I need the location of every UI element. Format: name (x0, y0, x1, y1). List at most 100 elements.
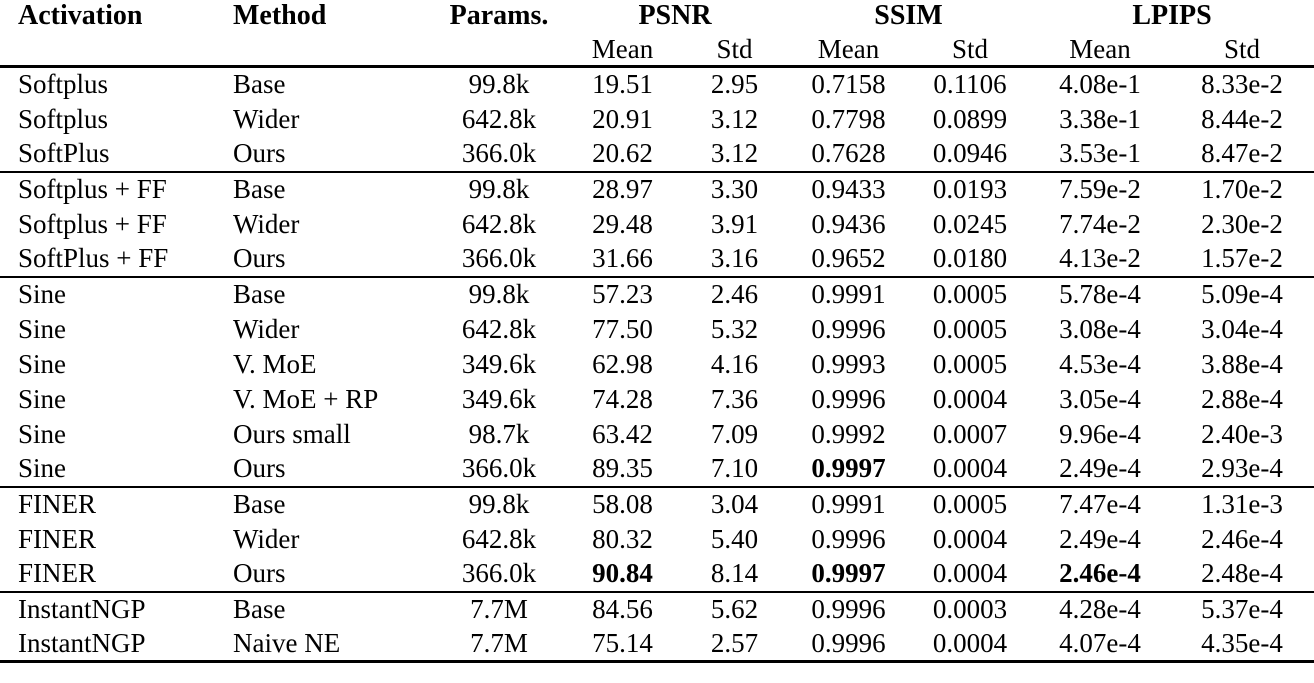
cell-ssim-std: 0.0004 (910, 626, 1030, 663)
cell-activation: Softplus (0, 65, 215, 102)
cell-params: 99.8k (435, 275, 563, 312)
cell-ssim-std: 0.0007 (932, 418, 1008, 449)
column-header-psnr-mean: Mean (591, 34, 654, 64)
cell-lpips-std: 3.04e-4 (1201, 313, 1283, 344)
cell-psnr-std: 3.04 (682, 485, 787, 522)
cell-lpips-mean: 3.08e-4 (1059, 313, 1141, 344)
row-group: InstantNGP Base 7.7M 84.56 5.62 0.9996 0.0003 4… (0, 590, 1314, 663)
cell-lpips-std: 2.30e-2 (1201, 208, 1283, 239)
table-row: Sine Ours small 98.7k 63.42 7.09 0.9992 0.0007… (0, 417, 1314, 452)
table-row: Sine V. MoE + RP 349.6k 74.28 7.36 0.9996 0.00… (0, 382, 1314, 417)
cell-lpips-std: 1.31e-3 (1170, 485, 1314, 522)
cell-lpips-mean: 3.38e-1 (1059, 103, 1141, 134)
column-header-psnr-std: Std (716, 34, 753, 64)
table-row: Sine Base 99.8k 57.23 2.46 0.9991 0.0005 5.78e-… (0, 275, 1314, 312)
cell-psnr-mean: 19.51 (563, 65, 682, 102)
table-row: Sine V. MoE 349.6k 62.98 4.16 0.9993 0.0005 4.5… (0, 347, 1314, 382)
cell-activation: Softplus + FF (18, 208, 167, 239)
cell-lpips-std: 1.57e-2 (1201, 243, 1283, 273)
cell-lpips-std: 5.09e-4 (1170, 275, 1314, 312)
column-group-lpips: LPIPS (1132, 0, 1212, 31)
cell-psnr-std: 2.95 (682, 65, 787, 102)
cell-psnr-std: 3.91 (710, 208, 759, 239)
cell-lpips-std: 8.44e-2 (1201, 103, 1283, 134)
cell-ssim-mean: 0.7158 (787, 65, 910, 102)
cell-activation: FINER (18, 523, 97, 554)
cell-lpips-mean: 7.47e-4 (1030, 485, 1170, 522)
cell-ssim-mean: 0.9433 (787, 170, 910, 207)
cell-ssim-mean: 0.9996 (811, 383, 886, 414)
cell-activation: FINER (18, 558, 97, 588)
cell-ssim-std: 0.0245 (932, 208, 1008, 239)
cell-ssim-mean: 0.9996 (787, 590, 910, 627)
cell-psnr-mean: 20.91 (592, 103, 653, 134)
table-row: SoftPlus Ours 366.0k 20.62 3.12 0.7628 0.0946 3… (0, 137, 1314, 172)
cell-lpips-std: 4.35e-4 (1170, 626, 1314, 663)
column-header-ssim-std: Std (951, 34, 989, 64)
cell-params: 7.7M (435, 626, 563, 663)
cell-ssim-std: 0.0004 (932, 523, 1008, 554)
column-header-activation: Activation (18, 0, 143, 31)
row-group: Softplus Base 99.8k 19.51 2.95 0.7158 0.1106 4.… (0, 65, 1314, 172)
cell-ssim-std: 0.0003 (910, 590, 1030, 627)
cell-psnr-std: 2.46 (682, 275, 787, 312)
cell-lpips-std: 2.88e-4 (1201, 383, 1283, 414)
cell-method: Base (215, 275, 435, 312)
column-header-method: Method (233, 0, 327, 31)
cell-params: 642.8k (461, 103, 537, 134)
cell-activation: Sine (18, 348, 67, 379)
column-header-lpips-mean: Mean (1069, 34, 1131, 64)
cell-lpips-mean: 9.96e-4 (1059, 418, 1141, 449)
cell-params: 98.7k (468, 418, 530, 449)
column-header-ssim-mean: Mean (817, 34, 880, 64)
cell-lpips-mean: 4.28e-4 (1030, 590, 1170, 627)
cell-lpips-mean: 4.08e-1 (1030, 65, 1170, 102)
table-row: Softplus Wider 642.8k 20.91 3.12 0.7798 0.0899… (0, 102, 1314, 137)
row-group: FINER Base 99.8k 58.08 3.04 0.9991 0.0005 7.47e… (0, 485, 1314, 592)
cell-ssim-std: 0.0004 (932, 558, 1008, 588)
cell-ssim-mean: 0.9992 (811, 418, 886, 449)
header-row-main: Activation Method Params. PSNR SSIM LPIP… (0, 0, 1314, 34)
cell-activation: Sine (18, 453, 67, 483)
cell-ssim-mean: 0.7628 (811, 138, 886, 168)
cell-ssim-mean: 0.9997 (811, 558, 886, 588)
cell-params: 642.8k (461, 208, 537, 239)
table-row: Softplus + FF Wider 642.8k 29.48 3.91 0.9436 0… (0, 207, 1314, 242)
cell-params: 366.0k (461, 138, 537, 168)
cell-lpips-mean: 4.53e-4 (1059, 348, 1141, 379)
cell-activation: Sine (18, 313, 67, 344)
cell-ssim-std: 0.0193 (910, 170, 1030, 207)
cell-method: V. MoE + RP (233, 383, 379, 414)
cell-ssim-mean: 0.9996 (811, 313, 886, 344)
cell-psnr-std: 8.14 (710, 558, 759, 588)
cell-psnr-mean: 77.50 (592, 313, 653, 344)
cell-method: Ours (233, 453, 286, 483)
cell-method: Ours small (233, 418, 351, 449)
cell-ssim-mean: 0.9991 (787, 485, 910, 522)
table-row: FINER Base 99.8k 58.08 3.04 0.9991 0.0005 7.47e… (0, 485, 1314, 522)
table-row: FINER Ours 366.0k 90.84 8.14 0.9997 0.0004 2.46… (0, 557, 1314, 592)
cell-lpips-mean: 7.59e-2 (1030, 170, 1170, 207)
cell-lpips-std: 2.46e-4 (1201, 523, 1283, 554)
cell-psnr-std: 3.12 (710, 103, 759, 134)
column-header-lpips-std: Std (1223, 34, 1261, 64)
row-group: Softplus + FF Base 99.8k 28.97 3.30 0.9433 0.0… (0, 170, 1314, 277)
cell-psnr-std: 3.12 (710, 138, 759, 168)
cell-params: 366.0k (461, 558, 537, 588)
cell-method: Naive NE (215, 626, 435, 663)
cell-params: 349.6k (461, 348, 537, 379)
cell-ssim-std: 0.0004 (932, 453, 1008, 483)
cell-ssim-std: 0.0005 (910, 275, 1030, 312)
cell-ssim-std: 0.0004 (932, 383, 1008, 414)
cell-psnr-std: 7.09 (710, 418, 759, 449)
column-header-params: Params. (449, 0, 549, 31)
cell-method: Base (215, 485, 435, 522)
cell-psnr-std: 2.57 (682, 626, 787, 663)
table-row: FINER Wider 642.8k 80.32 5.40 0.9996 0.0004 2.4… (0, 522, 1314, 557)
cell-psnr-mean: 63.42 (592, 418, 653, 449)
cell-params: 366.0k (461, 243, 537, 273)
cell-psnr-mean: 62.98 (592, 348, 653, 379)
cell-psnr-std: 5.40 (710, 523, 759, 554)
cell-lpips-mean: 7.74e-2 (1059, 208, 1141, 239)
cell-activation: Sine (18, 383, 67, 414)
